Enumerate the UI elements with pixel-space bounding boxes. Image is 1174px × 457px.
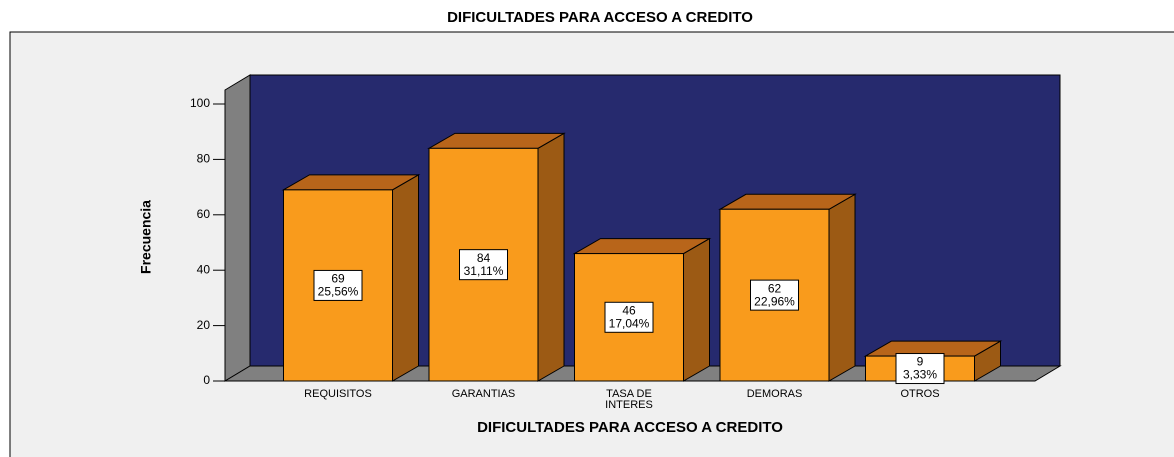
bar-side: [392, 174, 419, 382]
label-box: [313, 269, 363, 301]
value-label: 46: [622, 303, 636, 317]
y-tick-label: 0: [203, 373, 210, 387]
percent-label: 22,96%: [754, 294, 795, 308]
x-tick-label: DEMORAS: [746, 388, 803, 400]
y-tick-label: 80: [197, 152, 211, 166]
y-tick-label: 20: [197, 318, 211, 332]
label-box: [459, 249, 508, 281]
x-tick-label: TASA DE INTERES: [605, 388, 653, 411]
bar-side: [828, 193, 856, 382]
value-label: 69: [331, 272, 345, 286]
y-tick-label: 40: [197, 262, 211, 276]
percent-label: 25,56%: [318, 285, 359, 299]
chart-title: DIFICULTADES PARA ACCESO A CREDITO: [447, 9, 753, 26]
label-box: [895, 353, 945, 385]
bar-side: [683, 237, 710, 382]
bar-side: [537, 132, 565, 382]
value-label: 62: [768, 281, 782, 295]
x-tick-label: REQUISITOS: [304, 388, 372, 400]
side-wall: [224, 74, 251, 382]
percent-label: 3,33%: [903, 368, 937, 382]
y-axis-title: Frecuencia: [138, 200, 154, 274]
x-tick-label: GARANTIAS: [451, 388, 516, 400]
label-box: [750, 279, 799, 311]
percent-label: 31,11%: [464, 264, 504, 278]
label-box: [604, 301, 654, 333]
y-tick-label: 100: [190, 96, 210, 110]
x-axis-title: DIFICULTADES PARA ACCESO A CREDITO: [477, 419, 783, 436]
x-tick-label: OTROS: [900, 388, 940, 400]
y-tick-label: 60: [197, 207, 211, 221]
value-label: 84: [477, 251, 491, 265]
value-label: 9: [917, 355, 924, 369]
percent-label: 17,04%: [609, 316, 650, 330]
